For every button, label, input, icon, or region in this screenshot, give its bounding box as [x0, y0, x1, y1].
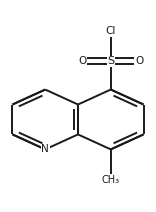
Text: CH₃: CH₃ [102, 175, 120, 185]
Text: O: O [135, 56, 143, 66]
Text: S: S [107, 56, 114, 66]
Text: O: O [78, 56, 87, 66]
Text: Cl: Cl [106, 26, 116, 36]
Text: N: N [41, 144, 49, 154]
